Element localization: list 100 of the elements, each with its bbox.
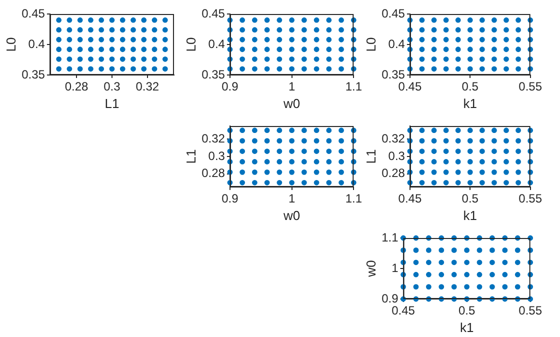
- point: [264, 56, 270, 62]
- point: [66, 27, 72, 33]
- point: [56, 46, 62, 52]
- point: [504, 180, 509, 186]
- point: [431, 159, 437, 164]
- point: [276, 180, 282, 186]
- point: [419, 169, 425, 175]
- point: [413, 272, 419, 278]
- point: [301, 17, 307, 23]
- point: [338, 148, 344, 154]
- point: [443, 27, 449, 33]
- point: [264, 46, 270, 52]
- point: [314, 46, 320, 52]
- point: [451, 260, 457, 266]
- point: [338, 56, 344, 62]
- point: [301, 180, 307, 186]
- point: [479, 148, 485, 154]
- point: [88, 56, 94, 62]
- point: [516, 27, 521, 33]
- point: [289, 36, 295, 42]
- x-axis-title: w0: [282, 96, 300, 111]
- point: [162, 46, 168, 52]
- point: [326, 180, 332, 186]
- point: [240, 159, 246, 164]
- point: [240, 17, 246, 23]
- point: [326, 36, 332, 42]
- point: [467, 180, 473, 186]
- point: [276, 56, 282, 62]
- point: [326, 159, 332, 164]
- point: [276, 27, 282, 33]
- point: [252, 138, 258, 144]
- point: [431, 36, 437, 42]
- point: [120, 27, 126, 33]
- point: [338, 46, 344, 52]
- point: [516, 46, 521, 52]
- point: [98, 46, 104, 52]
- point: [141, 56, 147, 62]
- point: [514, 284, 520, 290]
- point: [240, 169, 246, 175]
- point: [120, 36, 126, 42]
- y-tick-label: 0.35: [22, 67, 46, 82]
- y-tick-label: 0.32: [202, 131, 226, 146]
- point: [426, 284, 432, 290]
- point: [130, 66, 136, 72]
- point: [276, 46, 282, 52]
- point: [492, 128, 497, 134]
- x-tick-label: 1: [288, 192, 296, 206]
- point: [314, 159, 320, 164]
- point: [240, 36, 246, 42]
- point: [326, 46, 332, 52]
- point: [443, 66, 449, 72]
- point: [141, 46, 147, 52]
- point: [419, 128, 425, 134]
- point: [56, 66, 62, 72]
- point: [479, 36, 485, 42]
- point: [467, 36, 473, 42]
- point: [413, 260, 419, 266]
- point: [419, 17, 425, 23]
- point: [276, 128, 282, 134]
- point: [492, 56, 497, 62]
- point: [502, 260, 508, 266]
- point: [467, 66, 473, 72]
- point: [326, 169, 332, 175]
- point: [301, 66, 307, 72]
- point: [264, 148, 270, 154]
- x-tick-label: 0.55: [518, 192, 542, 206]
- point: [431, 56, 437, 62]
- y-tick-label: 0.35: [382, 67, 406, 82]
- point: [514, 248, 520, 253]
- point: [88, 27, 94, 33]
- y-tick-label: 1: [392, 260, 399, 275]
- point: [252, 180, 258, 186]
- point: [492, 27, 497, 33]
- point: [467, 169, 473, 175]
- point: [338, 128, 344, 134]
- point: [152, 46, 158, 52]
- point: [443, 128, 449, 134]
- point: [479, 159, 485, 164]
- y-tick-label: 0.45: [22, 6, 46, 20]
- x-tick-label: 1.1: [345, 80, 362, 94]
- point: [479, 56, 485, 62]
- point: [289, 27, 295, 33]
- point: [451, 248, 457, 253]
- point: [301, 27, 307, 33]
- point: [426, 248, 432, 253]
- point: [419, 46, 425, 52]
- y-tick-label: 0.4: [388, 36, 406, 51]
- x-axis-title: w0: [282, 208, 300, 223]
- point: [426, 272, 432, 278]
- point: [419, 138, 425, 144]
- point: [492, 66, 497, 72]
- point: [426, 260, 432, 266]
- point: [301, 138, 307, 144]
- point: [326, 66, 332, 72]
- point: [504, 46, 509, 52]
- point: [338, 27, 344, 33]
- point: [120, 56, 126, 62]
- point: [240, 180, 246, 186]
- point: [326, 128, 332, 134]
- point: [314, 148, 320, 154]
